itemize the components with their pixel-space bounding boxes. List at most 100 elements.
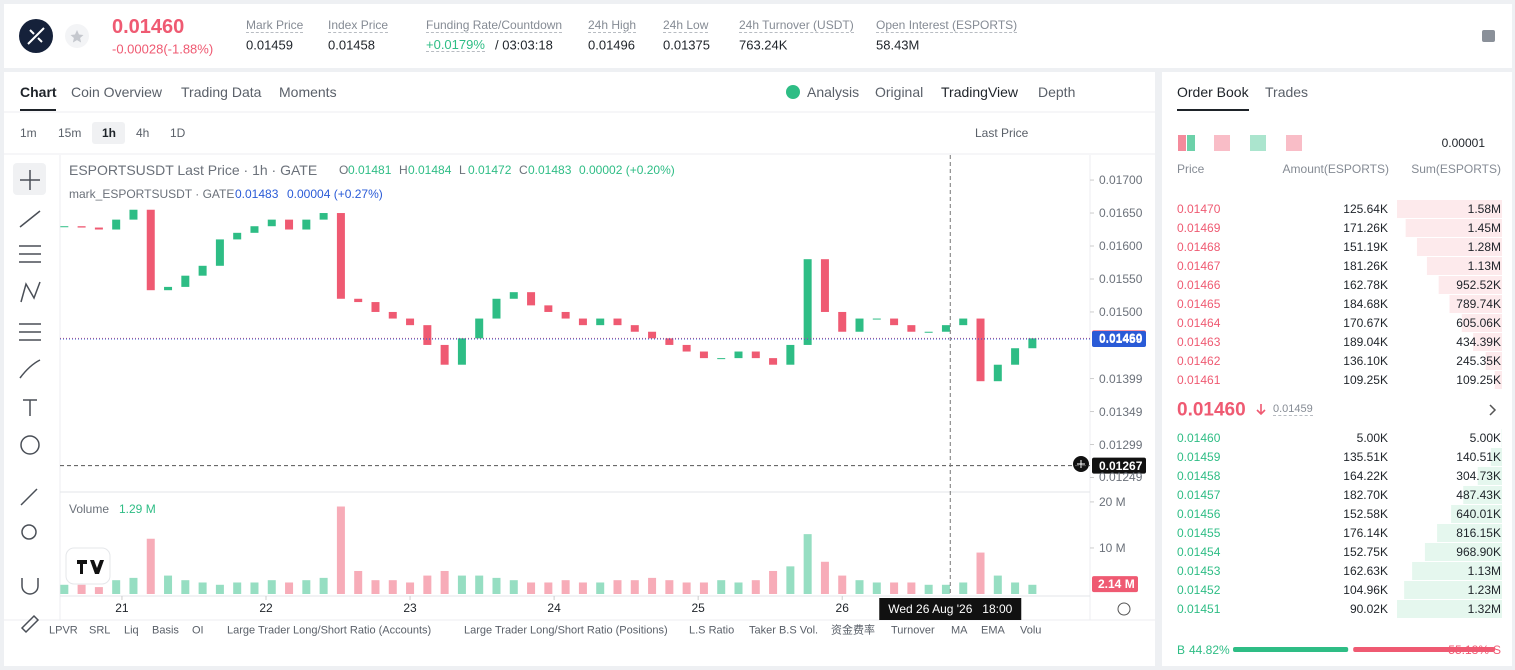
price-label: 0.01267 [1099,458,1143,473]
view-tab[interactable]: Depth [1038,84,1076,100]
tab-underline [20,109,56,111]
candle [578,318,587,326]
settings-icon[interactable] [1482,30,1495,42]
volume-bar [544,582,553,594]
interval[interactable]: 1D [170,126,186,140]
layout-icon[interactable] [1286,135,1302,151]
book-sum: 1.32M [1467,602,1501,616]
book-header: Price [1177,162,1205,176]
volume-bar [336,506,345,594]
x-tick-label: 26 [835,601,849,615]
book-sum: 640.01K [1456,507,1501,521]
tab-underline [1177,109,1249,111]
indicator[interactable]: Large Trader Long/Short Ratio (Accounts) [227,624,432,637]
candle [976,318,985,382]
candle [527,292,536,306]
layout-icon[interactable] [1187,135,1195,151]
crosshair-add-glyph [1077,460,1085,468]
volume-bar [527,582,536,594]
volume-bar [1028,584,1037,594]
indicator[interactable]: 资金费率 [831,624,875,637]
layout-icon[interactable] [1178,135,1186,151]
volume-bar [907,582,916,594]
chart-tab[interactable]: Chart [20,84,57,100]
volume-bar [388,580,397,594]
indicator[interactable]: Large Trader Long/Short Ratio (Positions… [464,624,668,637]
candle [285,219,294,230]
chart-tab[interactable]: Trading Data [181,84,262,100]
buy-ratio: 44.82% [1189,643,1230,657]
precision[interactable]: 0.00001 [1441,136,1485,150]
candle [751,351,760,359]
book-price: 0.01465 [1177,297,1221,311]
indicator[interactable]: Turnover [891,624,935,637]
interval[interactable]: 4h [136,126,150,140]
y-tick-label: 0.01600 [1099,239,1143,253]
mid-price: 0.01460 [1177,399,1246,421]
depth-bar [1449,295,1502,313]
volume-current: 1.29 M [119,502,156,516]
volume-bar [233,582,242,594]
interval[interactable]: 15m [58,126,82,140]
candle [440,344,449,365]
indicator[interactable]: Volu [1020,624,1042,637]
price-type[interactable]: Last Price [975,126,1029,140]
book-tab[interactable]: Order Book [1177,84,1249,100]
candle [665,338,674,345]
indicator[interactable]: L.S Ratio [689,624,735,637]
indicator[interactable]: Liq [124,624,139,637]
indicator[interactable]: Basis [152,624,179,637]
depth-bar [1437,524,1502,542]
settings-icon[interactable] [1117,602,1131,616]
candle [336,213,345,299]
indicator[interactable]: OI [192,624,204,637]
volume-title: Volume [69,502,110,516]
indicator[interactable]: LPVR [49,624,78,637]
chart-tab[interactable]: Coin Overview [71,84,163,100]
depth-bar [1463,486,1502,504]
book-price: 0.01463 [1177,335,1221,349]
drawing-tools[interactable] [19,170,41,634]
indicator[interactable]: Taker B.S Vol. [749,624,819,637]
depth-bar [1494,371,1502,389]
chart-panel [4,72,1155,666]
view-tab[interactable]: Original [875,84,924,100]
book-price: 0.01452 [1177,583,1221,597]
volume-bar [596,582,605,594]
indicator[interactable]: EMA [981,624,1005,637]
volume-bar [146,538,155,594]
chart-tab[interactable]: Moments [279,84,337,100]
interval[interactable]: 1h [102,126,117,140]
x-tick-label: 22 [259,601,273,615]
analysis-icon [786,85,800,99]
book-sum: 245.35K [1456,354,1501,368]
candle [941,325,950,332]
interval[interactable]: 1m [20,126,37,140]
volume-bar [838,575,847,594]
view-tab[interactable]: Analysis [807,84,860,100]
layout-icon[interactable] [1250,135,1266,151]
candle [112,219,121,230]
book-amount: 181.26K [1343,259,1388,273]
candle [769,358,778,365]
book-price: 0.01457 [1177,488,1221,502]
book-price: 0.01456 [1177,507,1221,521]
layout-icon[interactable] [1214,135,1230,151]
volume-bar [924,584,933,594]
book-amount: 109.25K [1343,373,1388,387]
star-icon [70,30,84,43]
volume-bar [440,570,449,594]
buy-bar [1233,647,1349,652]
indicator[interactable]: MA [951,624,968,637]
view-tab[interactable]: TradingView [941,84,1019,100]
volume-bar [60,584,69,594]
indicator[interactable]: SRL [89,624,111,637]
x-tick-label: 21 [115,601,129,615]
volume-bar [872,582,881,594]
tv-logo [65,547,111,585]
candle [302,219,311,230]
book-tab[interactable]: Trades [1265,84,1309,100]
depth-bar [1416,238,1502,256]
book-price: 0.01451 [1177,602,1221,616]
